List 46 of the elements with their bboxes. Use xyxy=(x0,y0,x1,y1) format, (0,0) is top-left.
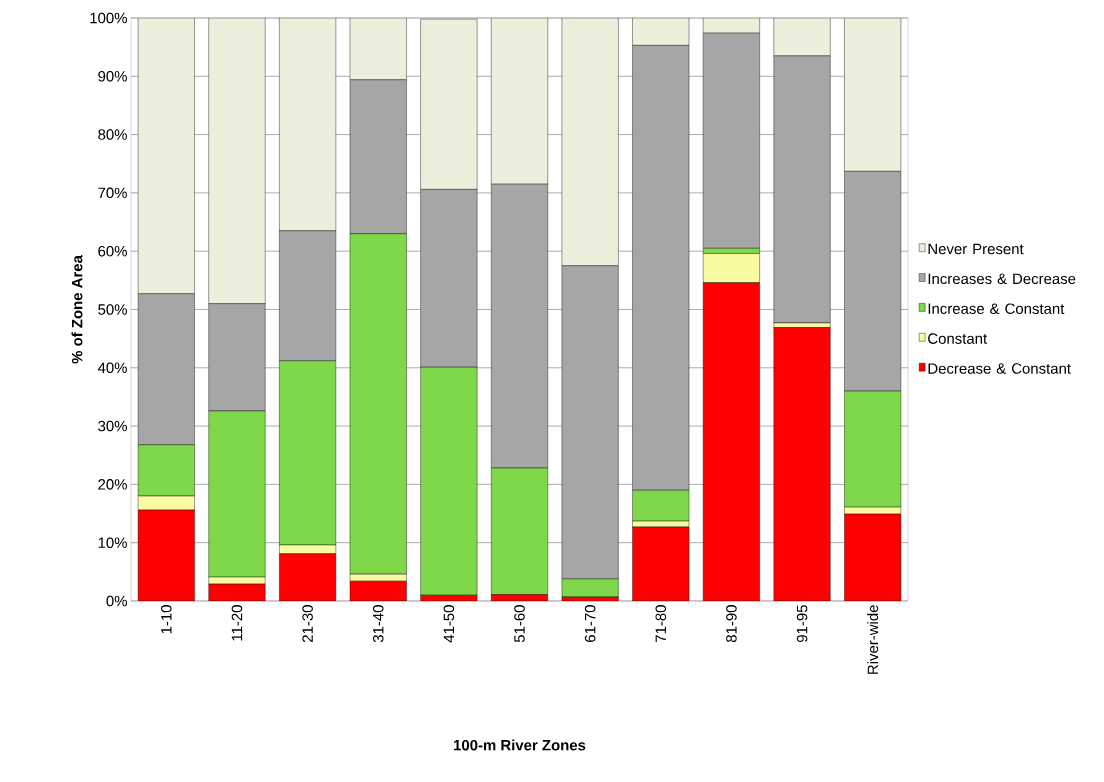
bar xyxy=(138,510,195,601)
legend-label: Constant xyxy=(928,333,988,344)
bar xyxy=(702,32,760,249)
x-tick-label: 41-50 xyxy=(443,605,455,643)
y-tick-label: 100% xyxy=(90,12,127,24)
y-tick-label: 50% xyxy=(98,304,127,315)
bar xyxy=(279,553,336,601)
bar xyxy=(703,282,760,601)
x-tick-label: 51-60 xyxy=(514,605,525,643)
bar xyxy=(349,17,407,80)
bar xyxy=(773,17,831,57)
x-tick-label: River-wide xyxy=(867,605,879,674)
x-tick-label: 31-40 xyxy=(372,605,384,643)
x-tick-label: 91-95 xyxy=(796,605,808,643)
bar xyxy=(279,17,337,231)
bar xyxy=(632,17,690,46)
bar xyxy=(844,513,902,601)
y-tick-label: 80% xyxy=(98,129,127,140)
y-tick-label: 90% xyxy=(98,70,127,82)
bar xyxy=(632,526,690,601)
y-tick-label: 60% xyxy=(98,245,127,257)
x-tick-label: 11-20 xyxy=(231,605,243,641)
bar xyxy=(561,17,619,266)
bar xyxy=(208,17,266,304)
x-tick-label: 21-30 xyxy=(302,605,313,642)
y-tick-label: 30% xyxy=(98,420,127,432)
bar xyxy=(420,18,478,190)
x-tick-label: 71-80 xyxy=(655,605,667,642)
x-axis-title: 100-m River Zones xyxy=(454,739,586,751)
legend-label: Increases & Decrease xyxy=(928,273,1076,285)
y-axis-title: % of Zone Area xyxy=(71,255,83,364)
bar xyxy=(137,17,195,294)
y-tick-label: 0% xyxy=(106,595,127,607)
bar xyxy=(491,17,548,185)
x-tick-label: 1-10 xyxy=(161,605,172,634)
x-tick-label: 81-90 xyxy=(726,605,737,643)
bar xyxy=(773,327,831,601)
y-tick-label: 70% xyxy=(98,187,127,199)
x-tick-label: 61-70 xyxy=(584,605,596,642)
y-tick-label: 40% xyxy=(97,362,127,374)
y-tick-label: 10% xyxy=(98,537,127,548)
legend-label: Never Present xyxy=(928,243,1024,255)
y-tick-label: 20% xyxy=(98,479,127,490)
legend-label: Increase & Constant xyxy=(928,303,1065,314)
bar xyxy=(844,17,902,172)
legend-label: Decrease & Constant xyxy=(928,363,1071,374)
